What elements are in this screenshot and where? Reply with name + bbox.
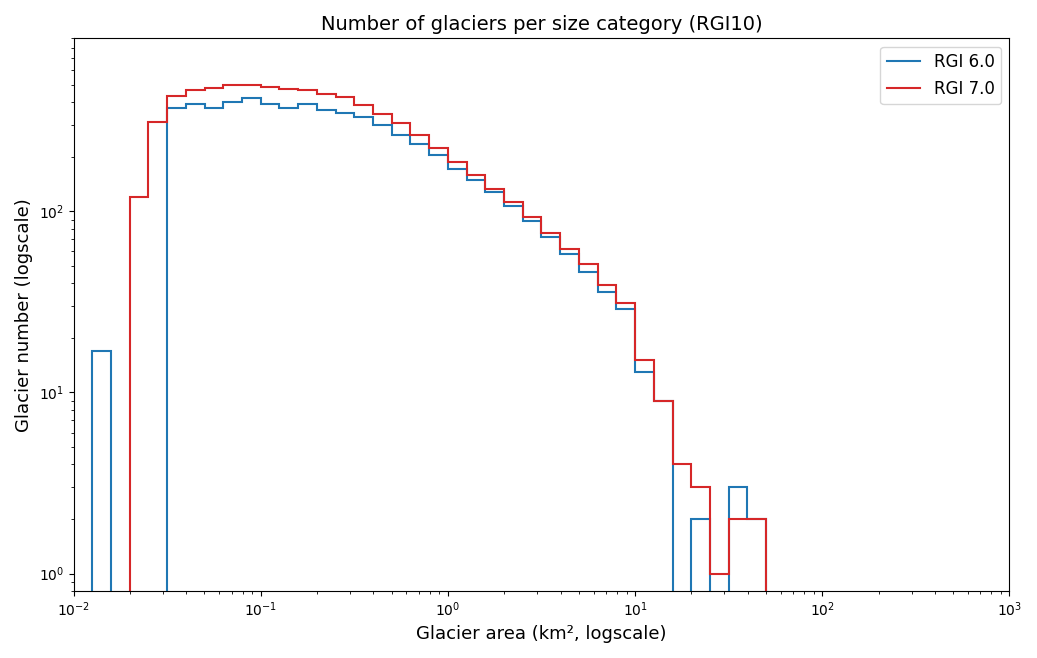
Y-axis label: Glacier number (logscale): Glacier number (logscale) xyxy=(15,198,33,432)
X-axis label: Glacier area (km², logscale): Glacier area (km², logscale) xyxy=(416,625,667,643)
Legend: RGI 6.0, RGI 7.0: RGI 6.0, RGI 7.0 xyxy=(880,47,1001,105)
Title: Number of glaciers per size category (RGI10): Number of glaciers per size category (RG… xyxy=(320,15,762,34)
